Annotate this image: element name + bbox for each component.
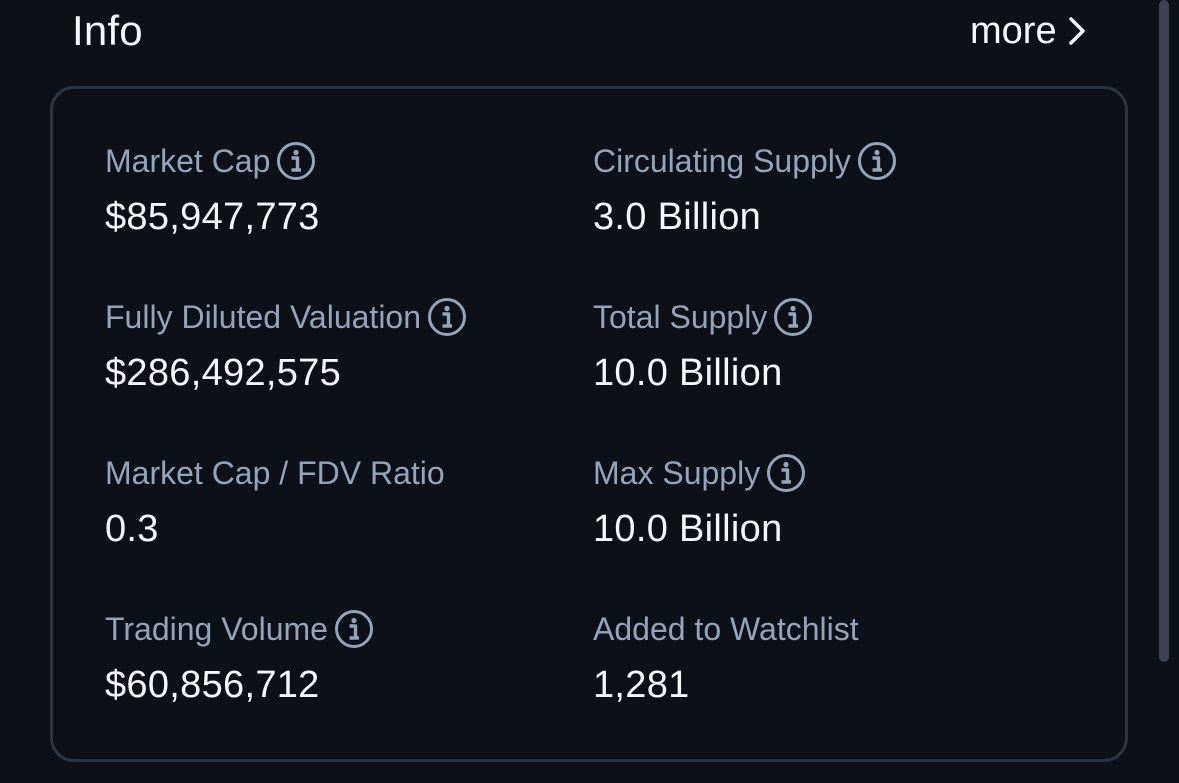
scrollbar[interactable] [1159,0,1169,662]
stat-label: Total Supply [593,298,768,335]
stat-value: $60,856,712 [105,664,320,706]
stat-label: Max Supply [593,454,761,491]
section-title: Info [72,7,143,54]
info-icon[interactable] [773,297,813,337]
stat-value: $85,947,773 [105,196,320,238]
stat-total-supply: Total Supply 10.0 Billion [593,295,1033,395]
stat-label: Fully Diluted Valuation [105,298,422,335]
info-icon[interactable] [766,453,806,493]
stat-value: 1,281 [593,664,690,706]
more-label: more [970,9,1057,52]
chevron-right-icon [1068,17,1085,45]
stat-label: Circulating Supply [593,142,851,179]
info-card: Market Cap $85,947,773 Circulating Suppl… [50,86,1128,762]
stat-circulating-supply: Circulating Supply 3.0 Billion [593,139,1033,239]
stat-value: 3.0 Billion [593,196,762,238]
stat-label: Market Cap [105,142,271,179]
stat-max-supply: Max Supply 10.0 Billion [593,451,1033,551]
more-link[interactable]: more [970,8,1091,54]
stat-value: $286,492,575 [105,352,342,394]
stat-market-cap: Market Cap $85,947,773 [105,139,545,239]
stat-label: Added to Watchlist [593,610,859,647]
stat-label: Market Cap / FDV Ratio [105,454,445,491]
stat-value: 10.0 Billion [593,508,783,550]
info-icon[interactable] [427,297,467,337]
stat-trading-volume: Trading Volume $60,856,712 [105,607,545,707]
info-icon[interactable] [276,141,316,181]
info-icon[interactable] [334,609,374,649]
stat-value: 0.3 [105,508,159,550]
stat-fully-diluted-valuation: Fully Diluted Valuation $286,492,575 [105,295,545,395]
stat-market-cap-fdv-ratio: Market Cap / FDV Ratio 0.3 [105,451,545,551]
info-icon[interactable] [857,141,897,181]
stat-added-to-watchlist: Added to Watchlist 1,281 [593,607,1033,707]
stat-value: 10.0 Billion [593,352,783,394]
stat-label: Trading Volume [105,610,328,647]
